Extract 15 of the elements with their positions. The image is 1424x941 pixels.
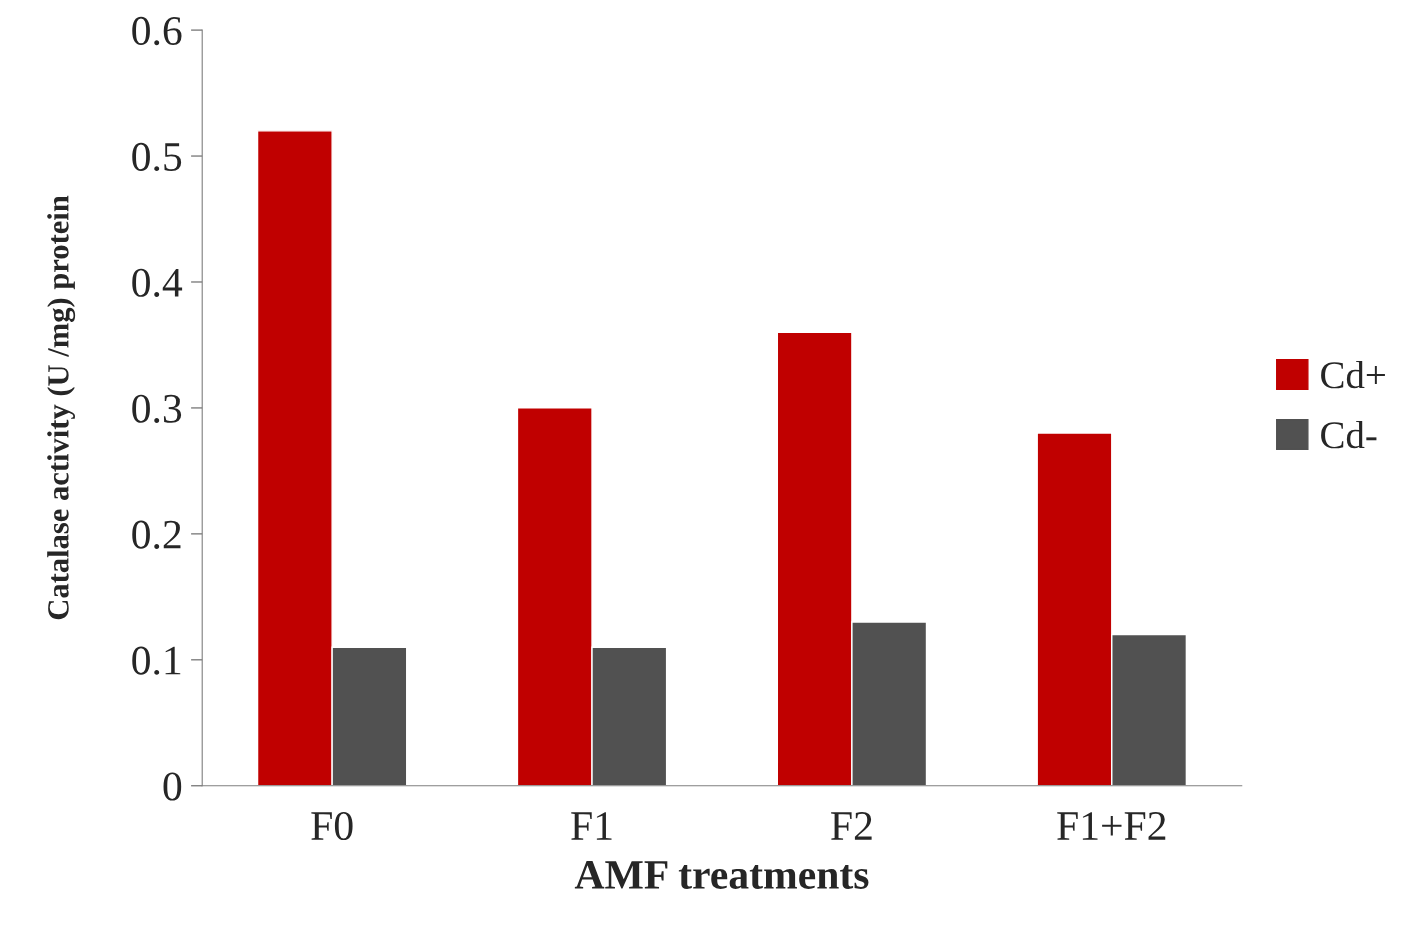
y-tick-label: 0.1 bbox=[132, 646, 181, 675]
y-tick-label: 0.4 bbox=[132, 268, 183, 298]
x-tick-label: F1+F2 bbox=[1057, 812, 1166, 840]
y-tick-label: 0.2 bbox=[132, 520, 181, 549]
y-axis-title: Catalase activity (U /mg) protein bbox=[47, 195, 76, 620]
y-tick-label: 0 bbox=[163, 772, 182, 801]
x-tick-label: F1 bbox=[571, 812, 612, 840]
legend-label: Cd- bbox=[1321, 420, 1377, 449]
x-tick-label: F0 bbox=[311, 811, 353, 841]
y-tick-label: 0.5 bbox=[132, 142, 182, 172]
y-tick-label: 0.3 bbox=[132, 394, 182, 423]
legend-label: Cd+ bbox=[1321, 360, 1385, 389]
y-tick-label: 0.6 bbox=[132, 16, 182, 46]
x-tick-label: F2 bbox=[831, 812, 872, 840]
x-axis-title: AMF treatments bbox=[574, 861, 869, 889]
